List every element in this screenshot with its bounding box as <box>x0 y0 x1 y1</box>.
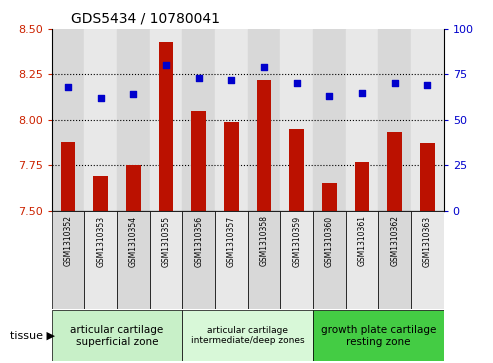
Bar <box>313 310 444 361</box>
Text: articular cartilage
superficial zone: articular cartilage superficial zone <box>70 325 164 347</box>
Bar <box>182 310 313 361</box>
Bar <box>126 165 141 211</box>
Bar <box>346 211 378 309</box>
Point <box>162 62 170 68</box>
Bar <box>281 211 313 309</box>
Bar <box>215 211 247 309</box>
Bar <box>322 183 337 211</box>
Bar <box>117 29 150 211</box>
Bar <box>150 211 182 309</box>
Text: GSM1310362: GSM1310362 <box>390 215 399 266</box>
Bar <box>215 29 247 211</box>
Bar <box>182 211 215 309</box>
Bar <box>281 29 313 211</box>
Bar <box>61 142 75 211</box>
Point <box>97 95 105 101</box>
Text: GSM1310352: GSM1310352 <box>64 215 72 266</box>
Bar <box>247 211 281 309</box>
Text: GSM1310354: GSM1310354 <box>129 215 138 266</box>
Text: GSM1310360: GSM1310360 <box>325 215 334 266</box>
Bar <box>346 29 378 211</box>
Bar <box>378 29 411 211</box>
Bar <box>159 42 174 211</box>
Text: GSM1310358: GSM1310358 <box>259 215 269 266</box>
Text: growth plate cartilage
resting zone: growth plate cartilage resting zone <box>320 325 436 347</box>
Bar <box>420 143 435 211</box>
Point <box>195 75 203 81</box>
Point <box>423 82 431 88</box>
Bar <box>257 80 272 211</box>
Text: GSM1310363: GSM1310363 <box>423 215 432 266</box>
Bar <box>378 211 411 309</box>
Text: GSM1310353: GSM1310353 <box>96 215 106 266</box>
Bar <box>52 29 84 211</box>
Bar <box>52 310 182 361</box>
Bar <box>354 162 369 211</box>
Text: GDS5434 / 10780041: GDS5434 / 10780041 <box>71 11 220 25</box>
Bar <box>150 29 182 211</box>
Text: GSM1310357: GSM1310357 <box>227 215 236 266</box>
Point <box>64 84 72 90</box>
Bar <box>93 176 108 211</box>
Text: articular cartilage
intermediate/deep zones: articular cartilage intermediate/deep zo… <box>191 326 305 346</box>
Bar <box>182 29 215 211</box>
Text: GSM1310355: GSM1310355 <box>162 215 171 266</box>
Point <box>227 77 235 83</box>
Text: tissue ▶: tissue ▶ <box>10 331 55 341</box>
Point <box>358 90 366 95</box>
Bar <box>247 29 281 211</box>
Bar <box>289 129 304 211</box>
Bar <box>411 29 444 211</box>
Bar <box>84 211 117 309</box>
Point <box>293 81 301 86</box>
Text: GSM1310356: GSM1310356 <box>194 215 203 266</box>
Text: GSM1310359: GSM1310359 <box>292 215 301 266</box>
Point <box>325 93 333 99</box>
Bar <box>191 111 206 211</box>
Bar <box>84 29 117 211</box>
Bar <box>52 211 84 309</box>
Bar <box>313 211 346 309</box>
Bar <box>313 29 346 211</box>
Bar <box>387 132 402 211</box>
Text: GSM1310361: GSM1310361 <box>357 215 367 266</box>
Bar <box>224 122 239 211</box>
Point <box>260 64 268 70</box>
Bar <box>117 211 150 309</box>
Point <box>130 91 138 97</box>
Point <box>391 81 399 86</box>
Bar <box>411 211 444 309</box>
